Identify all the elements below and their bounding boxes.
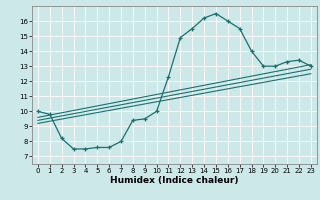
X-axis label: Humidex (Indice chaleur): Humidex (Indice chaleur) bbox=[110, 176, 239, 185]
